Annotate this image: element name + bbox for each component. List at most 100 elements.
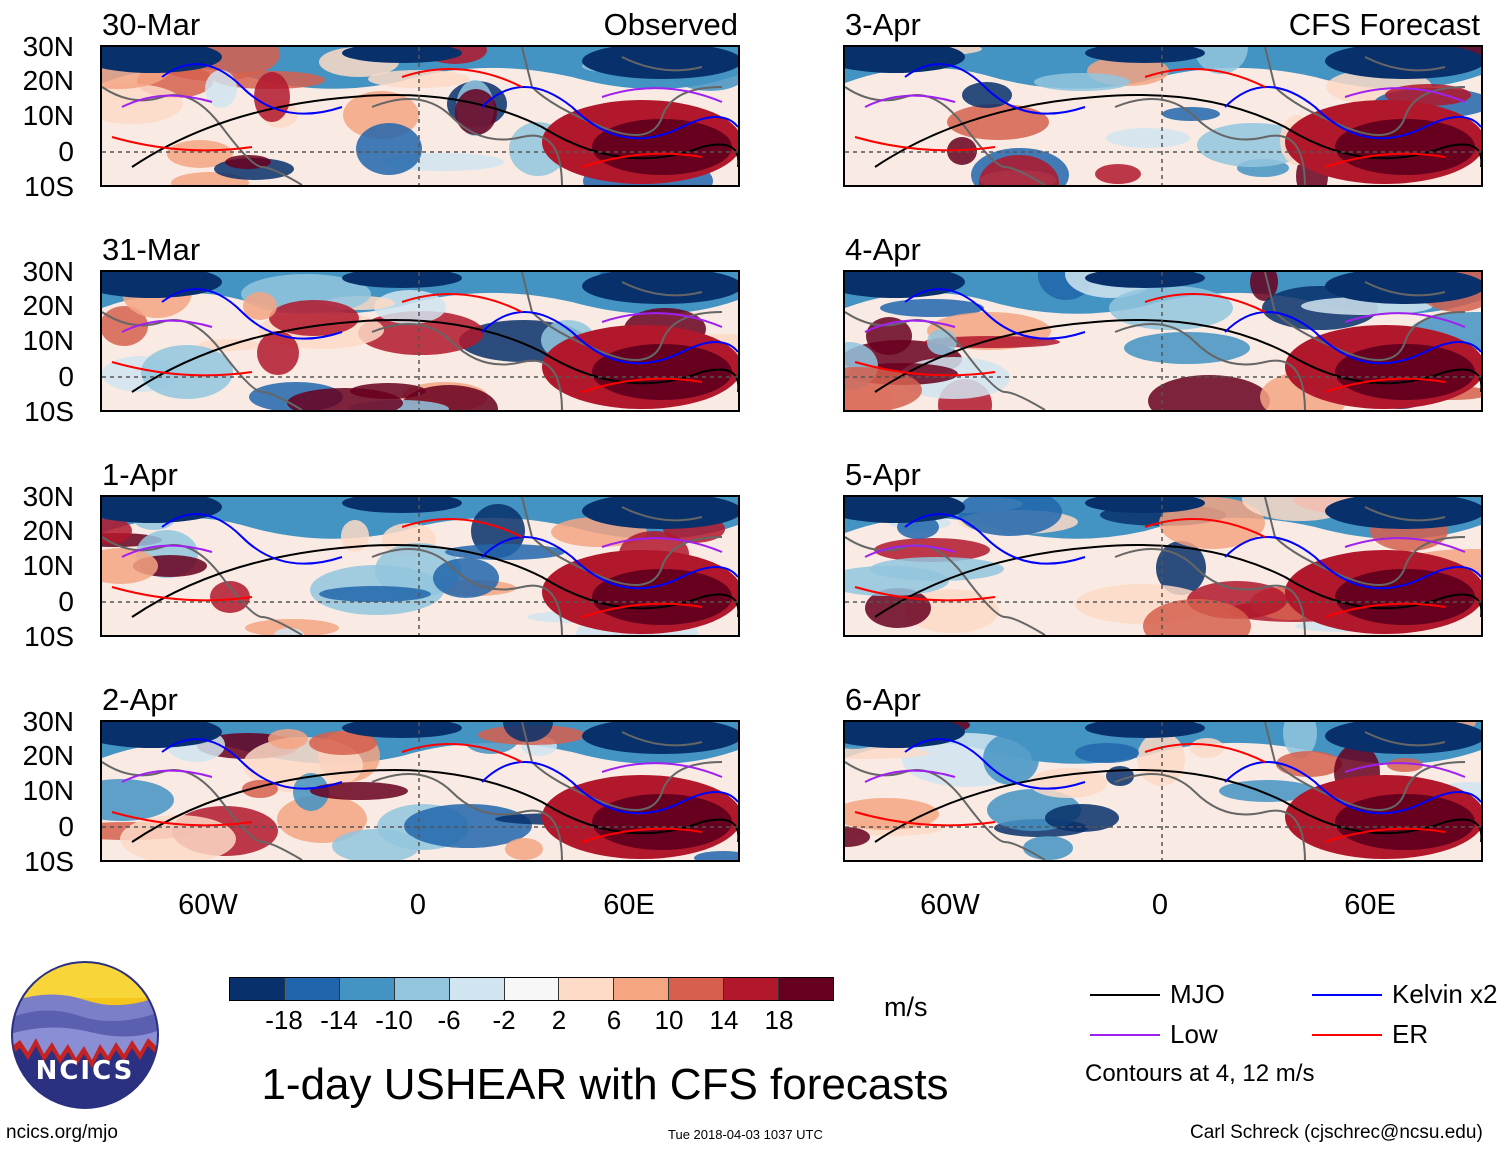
observed-map-4 xyxy=(100,720,740,862)
very-strong-positive-region xyxy=(1335,569,1475,625)
low-contour xyxy=(864,87,1466,108)
contour-note: Contours at 4, 12 m/s xyxy=(1085,1060,1315,1087)
lat-tick-2-4: 10S xyxy=(24,396,74,427)
er-contour xyxy=(111,518,703,618)
lat-tick-2-2: 10N xyxy=(22,325,74,356)
coastline xyxy=(845,722,1466,860)
low-contour xyxy=(121,762,723,783)
er-contour xyxy=(111,293,703,393)
very-strong-positive-region xyxy=(592,344,732,400)
positive-shear-blob xyxy=(268,729,308,749)
lon-tick-0-right: 0 xyxy=(1151,889,1169,921)
strong-negative-patch xyxy=(342,722,462,738)
kelvin-contour xyxy=(904,63,1481,140)
footer-url[interactable]: ncics.org/mjo xyxy=(6,1122,118,1143)
lon-tick-60e-left: 60E xyxy=(603,889,655,921)
er-contour xyxy=(854,293,1446,393)
strong-negative-patch xyxy=(845,47,965,73)
lat-tick-2-0: 30N xyxy=(22,256,74,287)
kelvin-contour xyxy=(161,288,738,365)
positive-shear-blob xyxy=(102,548,158,584)
negative-shear-blob xyxy=(274,628,304,635)
very-strong-positive-region xyxy=(1335,794,1475,850)
colorbar-label: 6 xyxy=(606,1005,622,1035)
ncics-logo-graphic xyxy=(11,961,159,1109)
strong-negative-patch xyxy=(582,497,738,529)
positive-shear-blob xyxy=(1276,751,1342,777)
negative-shear-blob xyxy=(1045,804,1119,832)
lat-tick-4-0: 30N xyxy=(22,706,74,737)
forecast-map-1 xyxy=(843,45,1483,187)
colorbar-label: -2 xyxy=(492,1005,516,1035)
observed-date-1: 30-Mar xyxy=(102,7,201,42)
lat-tick-3-3: 0 xyxy=(58,586,74,617)
observed-date-2: 31-Mar xyxy=(102,232,201,267)
very-strong-positive-region xyxy=(1335,119,1475,175)
strong-negative-patch xyxy=(102,497,222,523)
positive-shear-blob xyxy=(102,84,183,124)
lon-tick-60w-right: 60W xyxy=(920,889,980,921)
positive-shear-blob xyxy=(277,795,367,843)
strong-negative-patch xyxy=(342,272,462,288)
strong-negative-patch xyxy=(582,722,738,754)
lat-tick-3-1: 20N xyxy=(22,515,74,546)
negative-shear-blob xyxy=(1106,128,1190,148)
coastline xyxy=(845,497,1466,635)
negative-shear-blob xyxy=(1075,743,1139,763)
coastline xyxy=(845,272,1466,410)
shear-field xyxy=(845,47,1481,185)
positive-shear-blob xyxy=(1137,732,1185,786)
strong-negative-patch xyxy=(102,272,222,298)
negative-shear-blob xyxy=(141,345,233,399)
kelvin-contour xyxy=(161,513,738,590)
coastline xyxy=(102,722,723,860)
shear-field xyxy=(845,272,1481,410)
lat-tick-1-3: 0 xyxy=(58,136,74,167)
lat-tick-3-0: 30N xyxy=(22,481,74,512)
low-contour xyxy=(864,312,1466,333)
strong-negative-patch xyxy=(342,497,462,513)
positive-shear-blob xyxy=(358,311,484,355)
positive-shear-blob xyxy=(245,619,339,635)
strong-negative-patch xyxy=(1085,272,1205,288)
low-contour xyxy=(121,537,723,558)
positive-shear-blob xyxy=(1029,768,1107,798)
forecast-date-2: 4-Apr xyxy=(845,232,921,267)
negative-shear-blob xyxy=(1194,47,1248,74)
negative-shear-blob xyxy=(1109,286,1233,330)
kelvin-contour xyxy=(161,738,738,815)
colorbar-label: 2 xyxy=(551,1005,567,1035)
positive-shear-blob xyxy=(269,300,359,336)
strong-negative-patch xyxy=(1085,47,1205,63)
positive-shear-blob xyxy=(1387,758,1423,772)
kelvin-contour xyxy=(904,288,1481,365)
positive-shear-blob xyxy=(1143,599,1251,635)
strong-negative-patch xyxy=(845,272,965,298)
lat-tick-4-3: 0 xyxy=(58,811,74,842)
mjo-contour xyxy=(131,319,738,393)
mjo-contour xyxy=(131,94,738,168)
ncics-logo: NCICS xyxy=(10,960,160,1110)
units-label: m/s xyxy=(884,992,928,1022)
negative-shear-blob xyxy=(845,566,949,596)
colorbar-label: -10 xyxy=(375,1005,413,1035)
colorbar-swatch xyxy=(393,978,449,1000)
colorbar-label: 10 xyxy=(654,1005,684,1035)
positive-shear-blob xyxy=(341,520,369,552)
negative-shear-blob xyxy=(1156,541,1206,595)
positive-shear-blob xyxy=(1190,738,1224,758)
low-contour xyxy=(864,537,1466,558)
colorbar-swatch xyxy=(668,978,724,1000)
positive-shear-blob xyxy=(1385,84,1471,106)
observed-date-3: 1-Apr xyxy=(102,457,178,492)
lat-tick-1-0: 30N xyxy=(22,31,74,62)
shear-field xyxy=(102,47,738,185)
lat-tick-4-1: 20N xyxy=(22,740,74,771)
positive-shear-blob xyxy=(845,798,939,830)
colorbar-swatch xyxy=(723,978,779,1000)
observed-date-4: 2-Apr xyxy=(102,682,178,717)
lon-tick-60w-left: 60W xyxy=(178,889,238,921)
strong-negative-patch xyxy=(1325,722,1481,754)
lat-tick-1-1: 20N xyxy=(22,65,74,96)
shear-field xyxy=(102,497,738,635)
